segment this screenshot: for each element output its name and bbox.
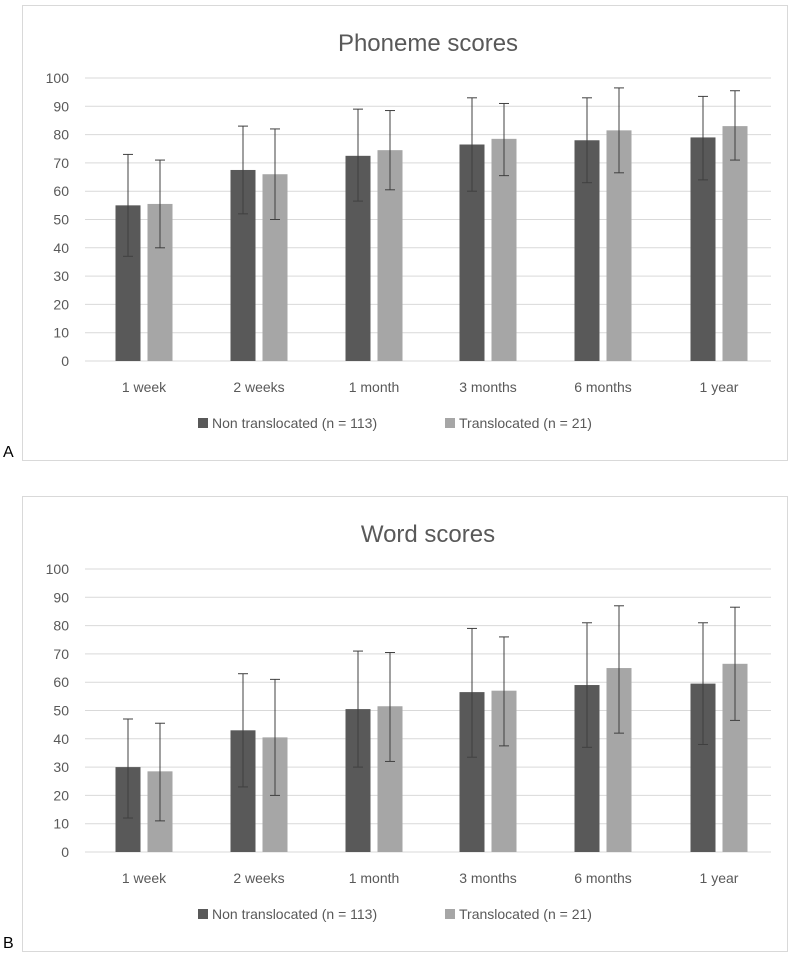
y-tick-label: 90 bbox=[53, 98, 69, 114]
y-tick-label: 100 bbox=[46, 561, 70, 577]
phoneme-scores-chart: Phoneme scores 0 10 20 30 40 50 60 70 80 90 100 1 we… bbox=[22, 5, 788, 461]
legend-swatch bbox=[445, 418, 455, 428]
y-tick-label: 40 bbox=[53, 731, 69, 747]
y-tick-label: 40 bbox=[53, 240, 69, 256]
y-tick-label: 30 bbox=[53, 268, 69, 284]
y-tick-label: 80 bbox=[53, 618, 69, 634]
legend-label: Translocated (n = 21) bbox=[459, 906, 592, 922]
y-tick-label: 30 bbox=[53, 759, 69, 775]
chart-title: Phoneme scores bbox=[338, 30, 518, 57]
y-tick-label: 50 bbox=[53, 212, 69, 228]
bar-translocated bbox=[722, 126, 748, 361]
legend-swatch bbox=[445, 909, 455, 919]
legend-label: Non translocated (n = 113) bbox=[212, 906, 377, 922]
y-tick-label: 100 bbox=[46, 70, 70, 86]
y-tick-label: 70 bbox=[53, 646, 69, 662]
y-tick-label: 10 bbox=[53, 816, 69, 832]
x-tick-label: 1 year bbox=[700, 379, 739, 395]
chart-border bbox=[22, 496, 788, 952]
x-tick-label: 1 month bbox=[349, 870, 400, 886]
x-tick-label: 3 months bbox=[459, 870, 517, 886]
y-tick-label: 80 bbox=[53, 127, 69, 143]
y-tick-label: 0 bbox=[61, 844, 69, 860]
legend-label: Translocated (n = 21) bbox=[459, 415, 592, 431]
panel-label-b: B bbox=[3, 935, 14, 952]
x-tick-label: 6 months bbox=[574, 379, 632, 395]
panel-label-a: A bbox=[3, 444, 14, 461]
x-tick-label: 2 weeks bbox=[233, 870, 284, 886]
legend-swatch bbox=[198, 418, 208, 428]
y-tick-label: 60 bbox=[53, 183, 69, 199]
x-tick-label: 1 month bbox=[349, 379, 400, 395]
y-tick-label: 70 bbox=[53, 155, 69, 171]
y-tick-label: 10 bbox=[53, 325, 69, 341]
y-tick-label: 20 bbox=[53, 787, 69, 803]
y-tick-label: 0 bbox=[61, 353, 69, 369]
word-scores-chart: Word scores 0 10 20 30 40 50 60 70 80 90 100 1 week 2… bbox=[22, 496, 788, 952]
legend-swatch bbox=[198, 909, 208, 919]
x-tick-label: 1 year bbox=[700, 870, 739, 886]
x-tick-label: 1 week bbox=[122, 379, 167, 395]
x-tick-label: 6 months bbox=[574, 870, 632, 886]
x-tick-label: 3 months bbox=[459, 379, 517, 395]
x-tick-label: 1 week bbox=[122, 870, 167, 886]
y-tick-label: 60 bbox=[53, 674, 69, 690]
y-tick-label: 20 bbox=[53, 296, 69, 312]
x-tick-label: 2 weeks bbox=[233, 379, 284, 395]
chart-title: Word scores bbox=[361, 521, 495, 548]
y-tick-label: 50 bbox=[53, 703, 69, 719]
legend-label: Non translocated (n = 113) bbox=[212, 415, 377, 431]
y-tick-label: 90 bbox=[53, 589, 69, 605]
